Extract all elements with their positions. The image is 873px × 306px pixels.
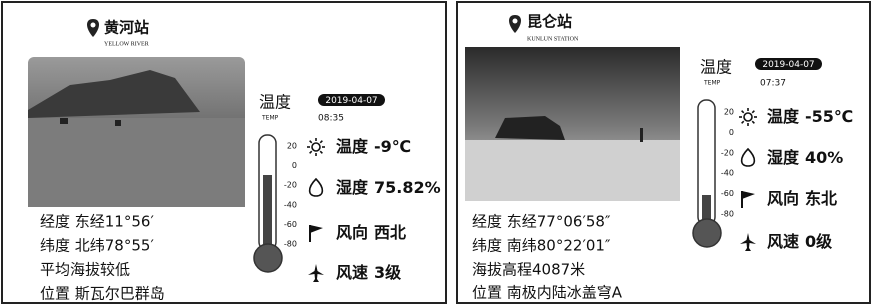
time: 07:37 — [760, 79, 786, 89]
reading-label: 风速 — [336, 263, 368, 282]
temp-label: 温度 — [259, 93, 291, 112]
scale-label: 0 — [292, 161, 297, 170]
reading-value: 东北 — [805, 189, 837, 208]
scale-label: -60 — [284, 220, 297, 229]
scale-label: -80 — [721, 210, 734, 219]
reading-value: 3级 — [374, 263, 402, 282]
reading-value: -55℃ — [805, 107, 853, 126]
reading: 湿度 75.82% — [335, 178, 441, 197]
photo — [465, 47, 680, 201]
thermometer-bulb — [693, 219, 721, 247]
thermometer-bulb — [254, 244, 282, 272]
reading-value: -9℃ — [374, 137, 411, 156]
scale-label: -60 — [721, 189, 734, 198]
photo — [28, 57, 245, 207]
scale-label: -80 — [284, 240, 297, 249]
scale-label: -20 — [721, 148, 734, 157]
info-line: 纬度 北纬78°55′ — [40, 237, 154, 255]
scale-label: -40 — [721, 169, 734, 178]
temp-sublabel: TEMP — [261, 115, 279, 122]
thermometer-fill — [263, 175, 272, 250]
pin-dot — [513, 19, 518, 24]
info-line: 纬度 南纬80°22′01″ — [472, 237, 611, 255]
scale-label: -20 — [284, 181, 297, 190]
reading-value: 75.82% — [374, 178, 441, 197]
reading: 湿度 40% — [766, 148, 843, 167]
reading-value: 40% — [805, 148, 843, 167]
pin-dot — [91, 23, 96, 28]
scale-label: 20 — [287, 142, 297, 151]
reading: 温度 -55℃ — [766, 107, 853, 126]
scale-label: -40 — [284, 200, 297, 209]
station-subtitle: YELLOW RIVER — [104, 41, 149, 47]
info-line: 海拔高程4087米 — [472, 261, 585, 279]
info-line: 经度 东经11°56′ — [40, 213, 154, 231]
info-line: 位置 斯瓦尔巴群岛 — [40, 285, 165, 303]
temp-label: 温度 — [700, 58, 732, 77]
temp-sublabel: TEMP — [703, 80, 721, 87]
station-panels: 黄河站 YELLOW RIVER 温度 TEMP 2019-04-07 08:35 20 0 -… — [0, 0, 873, 306]
reading: 温度 -9℃ — [335, 137, 411, 156]
info-line: 经度 东经77°06′58″ — [472, 213, 611, 231]
reading-label: 湿度 — [335, 178, 369, 197]
reading-label: 风向 — [767, 189, 799, 208]
reading-value: 西北 — [374, 223, 406, 242]
station-title: 昆仑站 — [527, 13, 572, 31]
station-title: 黄河站 — [104, 19, 149, 37]
info-line: 位置 南极内陆冰盖穹A — [472, 284, 623, 302]
reading-label: 温度 — [335, 137, 369, 156]
reading-label: 风速 — [767, 232, 799, 251]
scale-label: 20 — [724, 108, 734, 117]
scale-label: 0 — [729, 128, 734, 137]
date: 2019-04-07 — [762, 60, 814, 70]
time: 08:35 — [318, 114, 344, 124]
reading-label: 湿度 — [766, 148, 800, 167]
reading-label: 温度 — [766, 107, 800, 126]
reading-label: 风向 — [336, 223, 368, 242]
info-line: 平均海拔较低 — [40, 261, 130, 279]
date: 2019-04-07 — [325, 96, 377, 106]
reading-value: 0级 — [805, 232, 833, 251]
station-subtitle: KUNLUN STATION — [527, 36, 579, 42]
